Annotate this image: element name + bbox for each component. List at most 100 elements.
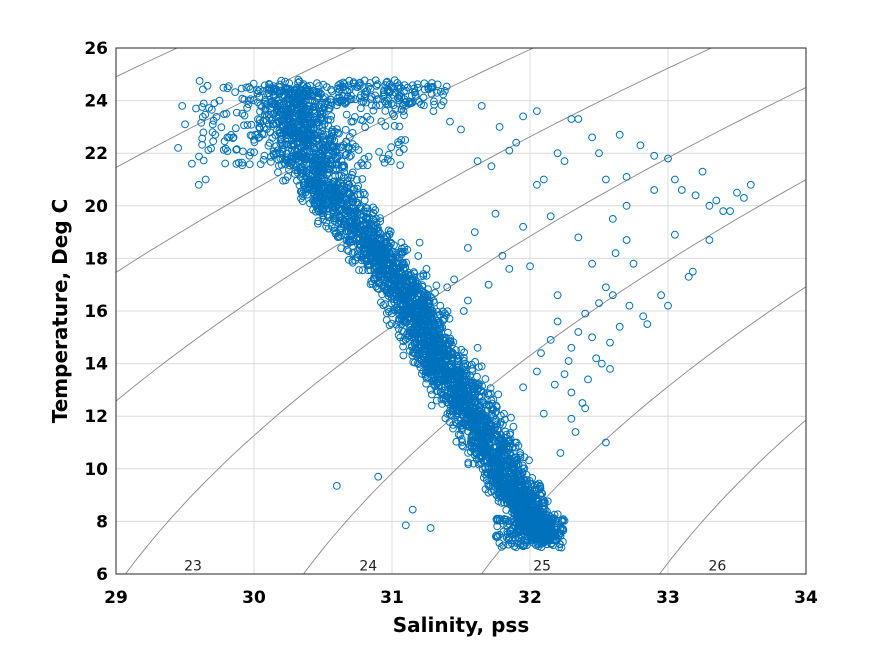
data-point xyxy=(536,482,545,491)
data-point xyxy=(409,301,418,310)
data-point xyxy=(301,137,310,146)
data-point xyxy=(432,387,441,396)
data-point xyxy=(355,266,363,274)
data-point xyxy=(497,418,505,426)
density-contour-line xyxy=(659,419,806,574)
data-point xyxy=(240,121,248,130)
data-point xyxy=(451,418,460,427)
data-point xyxy=(357,91,365,100)
data-point xyxy=(523,536,532,545)
data-point xyxy=(528,474,537,482)
data-point xyxy=(408,81,417,90)
data-point xyxy=(391,105,400,113)
data-point xyxy=(397,105,406,114)
data-point xyxy=(460,357,468,365)
data-point xyxy=(387,143,396,152)
data-point xyxy=(319,94,328,103)
data-point xyxy=(480,424,489,433)
data-point xyxy=(343,245,351,254)
data-point xyxy=(484,481,493,490)
density-contour-line xyxy=(116,48,713,402)
data-point xyxy=(664,301,672,310)
data-point xyxy=(746,180,755,189)
data-point xyxy=(207,105,216,114)
data-point xyxy=(608,215,617,223)
data-point xyxy=(622,236,631,244)
data-point xyxy=(407,288,416,297)
data-point xyxy=(229,134,237,143)
data-point xyxy=(474,363,483,371)
data-point xyxy=(267,158,275,166)
data-point xyxy=(342,199,351,208)
data-point xyxy=(269,87,278,96)
data-point xyxy=(315,82,323,90)
data-point xyxy=(219,83,228,92)
data-point xyxy=(436,341,445,350)
data-point xyxy=(492,407,501,416)
data-point xyxy=(376,217,385,226)
data-point xyxy=(460,389,469,398)
data-point xyxy=(289,140,297,149)
data-point xyxy=(291,119,299,128)
data-point xyxy=(574,233,583,242)
data-point xyxy=(453,407,461,416)
data-point xyxy=(353,240,362,249)
data-point xyxy=(492,449,501,457)
y-tick-label: 14 xyxy=(84,355,108,375)
data-point xyxy=(430,97,438,106)
data-point xyxy=(429,107,438,115)
data-point xyxy=(391,88,400,97)
data-point xyxy=(297,162,306,171)
data-point xyxy=(476,459,484,468)
data-point xyxy=(532,525,541,534)
data-point xyxy=(417,315,426,323)
data-point xyxy=(477,102,486,110)
data-point xyxy=(279,176,288,185)
data-point xyxy=(422,345,431,354)
data-point xyxy=(314,219,322,228)
data-point xyxy=(497,439,506,447)
data-point xyxy=(313,166,322,175)
data-point xyxy=(318,127,327,136)
data-point xyxy=(394,140,403,149)
data-point xyxy=(383,96,391,105)
data-point xyxy=(336,196,345,205)
y-tick-label: 18 xyxy=(84,249,108,269)
data-point xyxy=(354,162,362,170)
data-point xyxy=(344,190,353,199)
data-point xyxy=(345,133,354,141)
data-point xyxy=(348,257,357,265)
data-point xyxy=(345,86,354,94)
data-point xyxy=(210,99,219,107)
data-point xyxy=(622,173,631,181)
data-point xyxy=(519,542,528,551)
data-point xyxy=(286,86,295,95)
data-point xyxy=(310,144,319,153)
data-point xyxy=(199,99,208,108)
data-point xyxy=(483,449,492,458)
data-point xyxy=(346,224,355,233)
data-point xyxy=(288,146,296,155)
data-point xyxy=(560,516,569,525)
data-point xyxy=(516,449,525,457)
data-point xyxy=(238,94,247,103)
data-point xyxy=(507,413,515,422)
data-point xyxy=(499,450,508,459)
data-point xyxy=(519,529,527,537)
data-point xyxy=(398,247,407,256)
data-point xyxy=(505,146,514,155)
data-point xyxy=(427,401,436,410)
data-point xyxy=(319,166,328,175)
data-point xyxy=(360,229,369,238)
data-point xyxy=(602,438,610,447)
data-point xyxy=(270,84,278,93)
data-point xyxy=(588,133,596,142)
data-point xyxy=(372,82,381,90)
data-point xyxy=(192,104,200,113)
data-point xyxy=(268,115,277,124)
data-point xyxy=(275,99,284,108)
data-point xyxy=(220,110,228,118)
data-point xyxy=(505,265,514,273)
data-point xyxy=(341,151,350,160)
data-point xyxy=(513,496,522,505)
